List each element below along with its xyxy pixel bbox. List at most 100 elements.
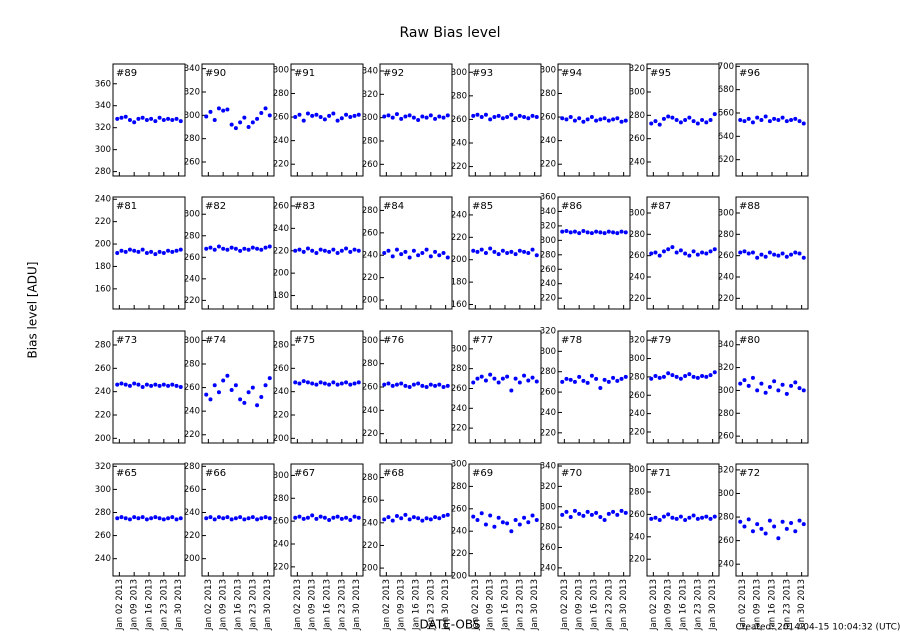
point: [772, 379, 777, 384]
point: [746, 383, 751, 388]
point: [267, 244, 272, 249]
point: [420, 114, 425, 119]
point: [411, 248, 416, 253]
point: [132, 120, 137, 125]
point: [678, 514, 683, 519]
y-tick-label: 260: [451, 384, 467, 394]
point: [238, 397, 243, 402]
point: [335, 514, 340, 519]
point: [564, 228, 569, 233]
point: [585, 117, 590, 122]
y-tick-label: 260: [184, 253, 200, 263]
point: [327, 249, 332, 254]
point: [445, 255, 450, 260]
point: [208, 245, 213, 250]
point: [687, 253, 692, 258]
point: [127, 517, 132, 522]
x-tick-label: Jan 02 2013: [560, 579, 570, 631]
point: [581, 228, 586, 233]
point: [483, 112, 488, 117]
point: [233, 516, 238, 521]
footer: Created: 2014-04-15 10:04:32 (UTC): [736, 623, 900, 633]
point: [212, 383, 217, 388]
point: [530, 375, 535, 380]
y-tick-label: 280: [451, 482, 467, 492]
y-tick-label: 260: [540, 265, 556, 275]
x-tick-label: Jan 30 2013: [708, 579, 718, 631]
x-tick-label: Jan 23 2013: [248, 579, 258, 631]
y-tick-label: 240: [184, 407, 200, 417]
point: [445, 383, 450, 388]
point: [301, 249, 306, 254]
point: [322, 117, 327, 122]
point: [127, 383, 132, 388]
point: [153, 382, 158, 387]
y-tick-label: 280: [184, 134, 200, 144]
point: [488, 117, 493, 122]
point: [420, 383, 425, 388]
point: [589, 373, 594, 378]
point: [602, 518, 607, 522]
point: [416, 118, 421, 122]
point: [712, 112, 717, 117]
y-tick-label: 260: [629, 391, 645, 401]
point: [170, 118, 175, 122]
point: [394, 382, 399, 387]
x-tick-label: Jan 23 2013: [782, 579, 792, 631]
point: [695, 516, 700, 521]
point: [390, 115, 395, 120]
x-tick-label: Jan 30 2013: [263, 579, 273, 631]
point: [356, 248, 361, 253]
y-tick-label: 260: [273, 364, 289, 374]
point: [318, 380, 323, 385]
panel-title: #76: [383, 335, 404, 346]
point: [479, 247, 484, 252]
y-tick-label: 240: [184, 508, 200, 518]
point: [420, 251, 425, 255]
point: [759, 526, 764, 531]
point: [653, 250, 658, 255]
y-tick-label: 300: [273, 471, 289, 481]
point: [382, 251, 387, 255]
point: [386, 248, 391, 253]
point: [767, 518, 772, 523]
point: [420, 518, 425, 523]
point: [394, 112, 399, 117]
point: [225, 515, 230, 520]
x-tick-label: Jan 02 2013: [293, 579, 303, 631]
point: [755, 522, 760, 527]
point: [687, 372, 692, 377]
x-tick-label: Jan 02 2013: [649, 579, 659, 631]
point: [589, 512, 594, 517]
point: [611, 230, 616, 235]
y-tick-label: 280: [184, 360, 200, 370]
y-tick-label: 300: [184, 111, 200, 121]
y-tick-label: 280: [451, 91, 467, 101]
panel-title: #75: [294, 335, 315, 346]
point: [738, 519, 743, 524]
point: [611, 375, 616, 380]
y-tick-label: 280: [540, 367, 556, 377]
y-tick-label: 260: [718, 432, 734, 442]
panel-title: #71: [650, 468, 671, 479]
x-tick-label: Jan 02 2013: [204, 579, 214, 631]
y-tick-label: 320: [629, 336, 645, 346]
x-tick-label: Jan 23 2013: [515, 579, 525, 631]
point: [263, 245, 268, 250]
point: [255, 246, 260, 251]
point: [598, 117, 603, 122]
point: [403, 114, 408, 119]
point: [259, 247, 264, 252]
point: [789, 118, 794, 122]
point: [123, 516, 128, 521]
y-tick-label: 220: [629, 294, 645, 304]
point: [488, 513, 493, 518]
point: [348, 249, 353, 254]
point: [267, 113, 272, 118]
y-tick-label: 280: [718, 409, 734, 419]
point: [233, 126, 238, 131]
y-tick-label: 280: [362, 206, 378, 216]
point: [170, 382, 175, 387]
point: [327, 113, 332, 118]
point: [742, 524, 747, 529]
